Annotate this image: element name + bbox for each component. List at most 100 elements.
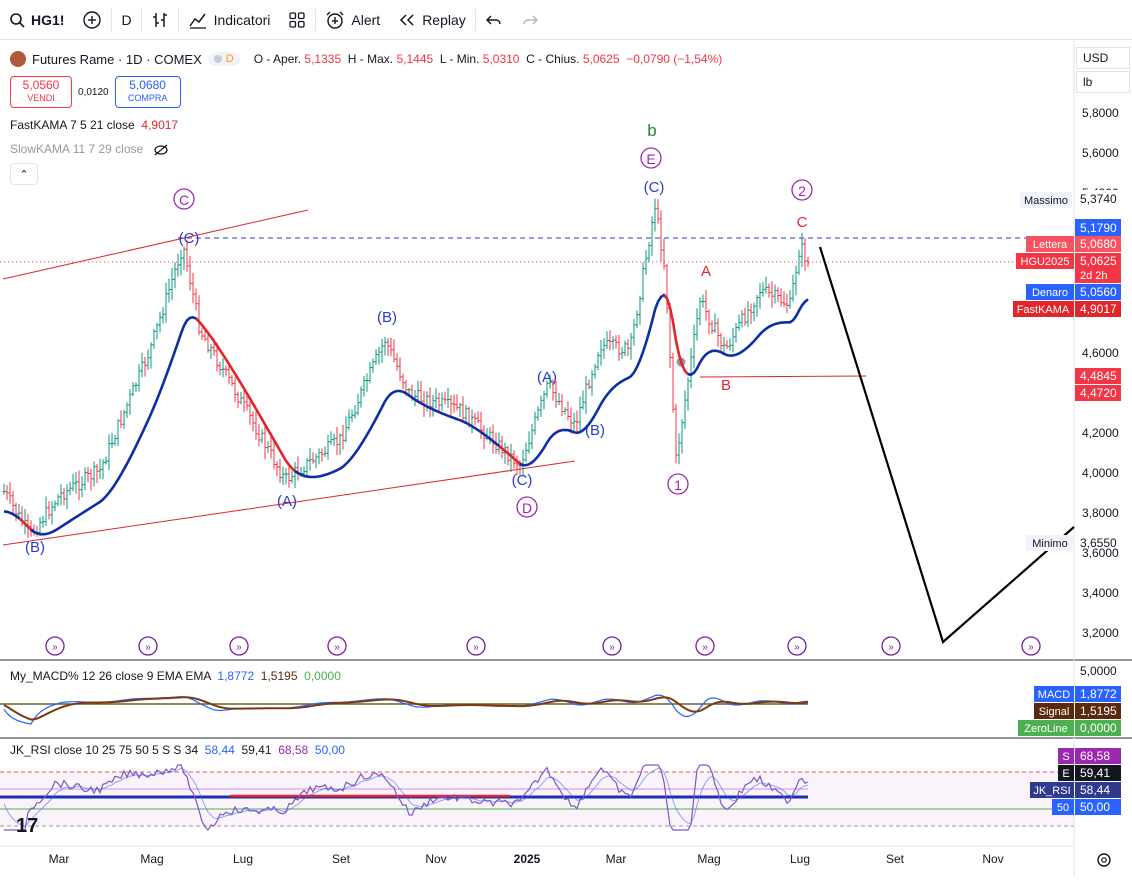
b-level-line[interactable] — [699, 375, 867, 378]
denaro-price: 5,0560 — [1080, 285, 1117, 299]
minimo-price: 3,6550 — [1080, 536, 1117, 550]
time-axis[interactable]: Mar Mag Lug Set Nov 2025 Mar Mag Lug Set Nov — [49, 852, 1004, 866]
search-icon — [10, 12, 25, 28]
wave-circle-d — [516, 496, 538, 518]
layouts-button[interactable] — [279, 0, 315, 40]
market-status-icon — [213, 55, 222, 63]
price-chart[interactable]: b E (C) C (C) (B) (A) (B) (A) (B) (C) D … — [0, 41, 1132, 876]
buy-button[interactable]: 5,0680 COMPRA — [114, 76, 181, 108]
macd-price: 1,8772 — [1080, 687, 1117, 701]
rsi-line — [4, 764, 809, 832]
status-badge[interactable]: D — [207, 52, 240, 66]
zeroline-price: 0,0000 — [1080, 721, 1117, 735]
wave-label-a-dec: (A) — [537, 369, 557, 386]
tv-logo-icon: 17 — [16, 815, 38, 837]
settings-icon[interactable] — [1097, 853, 1111, 867]
wave-circle-2 — [791, 179, 813, 201]
massimo-price: 5,3740 — [1080, 192, 1117, 206]
rsi-jk-price: 58,44 — [1080, 783, 1110, 797]
level-blue-box — [1075, 219, 1121, 237]
upper-channel-line[interactable] — [2, 209, 309, 280]
wave-label-2: 2 — [798, 183, 806, 199]
instrument-title[interactable]: Futures Rame · 1D · COMEX — [32, 51, 202, 67]
macd-pane — [0, 694, 809, 725]
event-marker-glyph: » — [145, 642, 151, 653]
projection-path[interactable] — [818, 246, 1075, 644]
undo-button[interactable] — [476, 0, 512, 40]
rsi-s-box — [1075, 748, 1121, 764]
fastkama-value: 4,9017 — [141, 118, 179, 132]
grid-icon — [289, 11, 306, 28]
unit-selector[interactable]: lb — [1076, 71, 1130, 93]
redo-button[interactable] — [512, 0, 548, 40]
indicators-button[interactable]: Indicatori — [179, 0, 280, 40]
time-tick-label: 2025 — [514, 852, 541, 866]
macd-legend-value: 1,8772 — [217, 669, 255, 683]
currency-selector[interactable]: USD — [1076, 47, 1130, 69]
sell-label: VENDI — [27, 93, 55, 103]
chart-type-button[interactable] — [142, 0, 178, 40]
rsi-pane — [0, 764, 809, 832]
fastkama-legend[interactable]: FastKAMA 7 5 21 close 4,9017 — [10, 118, 178, 132]
level-red1-box — [1075, 368, 1121, 384]
event-marker-icon — [787, 636, 807, 656]
time-tick-label: Mag — [140, 852, 163, 866]
rsi-legend[interactable]: JK_RSI close 10 25 75 50 5 S S 34 58,44 … — [10, 743, 345, 757]
low-label: L - Min. — [439, 52, 480, 66]
price-tick-label: 3,8000 — [1082, 506, 1119, 520]
denaro-tag — [1026, 284, 1074, 300]
event-markers: » » » » » » » » » » — [45, 636, 1041, 656]
wave-label-b-red: B — [721, 377, 731, 394]
time-tick-label: Nov — [982, 852, 1003, 866]
signal-line — [3, 696, 809, 721]
hidden-eye-icon[interactable] — [153, 144, 169, 156]
rsi-e-tag — [1058, 765, 1074, 781]
event-marker-icon — [229, 636, 249, 656]
interval-button[interactable]: D — [112, 0, 140, 40]
macd-line — [3, 694, 809, 725]
alert-button[interactable]: Alert — [316, 0, 389, 40]
macd-price-box — [1075, 686, 1121, 702]
wave-label-c-early: (C) — [179, 230, 200, 247]
rsi-jk-tag — [1030, 782, 1074, 798]
bars-icon — [152, 12, 167, 27]
macd-legend[interactable]: My_MACD% 12 26 close 9 EMA EMA 1,8772 1,… — [10, 669, 341, 683]
price-tick-label: 5,6000 — [1082, 146, 1119, 160]
wave-label-b-aug: (B) — [377, 309, 397, 326]
wave-circle-1 — [667, 473, 689, 495]
time-tick-label: Set — [332, 852, 351, 866]
replay-button[interactable]: Replay — [389, 0, 475, 40]
open-label: O - Aper. — [253, 52, 302, 66]
indicators-label: Indicatori — [213, 11, 271, 28]
top-toolbar: HG1! D Indicatori Alert Replay — [0, 0, 1132, 40]
slowkama-legend[interactable]: SlowKAMA 11 7 29 close — [10, 142, 169, 156]
lettera-price: 5,0680 — [1080, 237, 1117, 251]
sell-button[interactable]: 5,0560 VENDI — [10, 76, 72, 108]
price-tick-label: 3,6000 — [1082, 546, 1119, 560]
compare-button[interactable] — [73, 0, 111, 40]
rsi-s-tag — [1058, 748, 1074, 764]
signal-price: 1,5195 — [1080, 704, 1117, 718]
symbol-search[interactable]: HG1! — [0, 0, 73, 40]
rsi-50-price: 50,00 — [1080, 800, 1110, 814]
lettera-label: Lettera — [1033, 239, 1068, 251]
redo-icon — [523, 15, 538, 24]
denaro-label: Denaro — [1032, 287, 1068, 299]
close-value: 5,0625 — [582, 52, 620, 66]
rsi-legend-value-3: 68,58 — [278, 743, 309, 757]
hgu-price-box — [1075, 253, 1121, 283]
rsi-e-price: 59,41 — [1080, 766, 1110, 780]
collapse-button[interactable]: ⌃ — [10, 163, 38, 185]
buy-label: COMPRA — [127, 93, 168, 103]
wave-label-a-jul: (A) — [277, 493, 297, 510]
sell-price: 5,0560 — [22, 78, 60, 92]
replay-icon — [400, 13, 414, 26]
rsi-e-label: E — [1062, 768, 1069, 780]
denaro-price-box — [1075, 284, 1121, 300]
zeroline-tag-label: ZeroLine — [1024, 723, 1067, 735]
zeroline-tag — [1018, 720, 1074, 736]
level-blue-price: 5,1790 — [1080, 221, 1117, 235]
chart-area[interactable]: b E (C) C (C) (B) (A) (B) (A) (B) (C) D … — [0, 41, 1132, 876]
lower-channel-line[interactable] — [2, 460, 576, 546]
macd-title: My_MACD% 12 26 close 9 EMA EMA — [10, 669, 211, 683]
